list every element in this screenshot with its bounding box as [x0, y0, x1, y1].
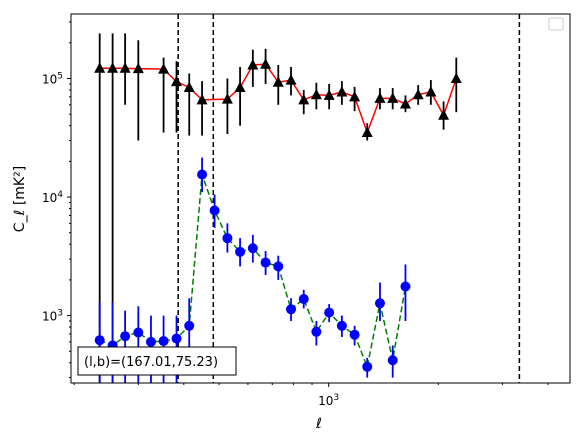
data-point — [133, 327, 144, 338]
x-axis-label: ℓ — [315, 416, 322, 432]
data-point — [324, 307, 335, 318]
data-point — [438, 109, 450, 120]
data-point — [260, 257, 271, 268]
annotation-text: (l,b)=(167.01,75.23) — [84, 355, 218, 370]
annotation-frame — [77, 346, 237, 376]
data-point — [158, 336, 169, 347]
data-point — [222, 233, 233, 244]
data-point — [94, 62, 106, 73]
data-point — [221, 93, 233, 104]
data-point — [336, 320, 347, 331]
data-point — [171, 75, 183, 87]
data-point — [336, 85, 348, 97]
data-point — [285, 74, 297, 85]
data-point — [361, 126, 373, 138]
data-point — [247, 243, 258, 254]
series-triangle — [94, 33, 462, 383]
data-point — [273, 261, 284, 272]
data-point — [311, 326, 322, 337]
data-point — [399, 97, 411, 109]
data-point — [145, 336, 156, 347]
series-layer — [94, 33, 462, 383]
data-point — [298, 93, 310, 105]
data-point — [412, 88, 424, 100]
data-point — [94, 335, 105, 346]
y-tick-label: 105 — [42, 71, 63, 86]
data-point — [260, 58, 272, 69]
data-point — [247, 58, 259, 70]
data-point — [425, 85, 437, 97]
data-point — [286, 304, 297, 315]
data-point — [310, 88, 322, 100]
data-point — [374, 92, 386, 103]
x-tick-label: 103 — [318, 393, 339, 408]
data-point — [197, 169, 208, 180]
data-point — [235, 246, 246, 257]
data-point — [349, 90, 361, 102]
series-circle — [94, 157, 411, 383]
data-point — [107, 62, 119, 73]
data-point — [323, 89, 335, 100]
data-point — [387, 92, 399, 103]
data-point — [349, 329, 360, 340]
data-point — [120, 331, 131, 342]
data-point — [450, 72, 462, 83]
data-point — [183, 81, 195, 92]
data-point — [387, 355, 398, 366]
data-point — [184, 320, 195, 331]
data-point — [272, 76, 284, 87]
annotation-box: (l,b)=(167.01,75.23) — [77, 346, 237, 376]
data-point — [374, 298, 385, 309]
data-point — [362, 361, 373, 372]
data-point — [158, 63, 170, 74]
vertical-lines — [177, 14, 521, 383]
data-point — [119, 62, 131, 73]
data-point — [132, 62, 144, 74]
data-point — [234, 81, 246, 92]
legend-box — [548, 17, 564, 31]
plot-frame — [70, 13, 571, 384]
data-point — [171, 333, 182, 344]
data-point — [298, 294, 309, 305]
y-tick-label: 104 — [42, 190, 63, 205]
data-point — [400, 281, 411, 292]
data-point — [209, 205, 220, 216]
y-axis-label: C_ℓ [mK²] — [12, 166, 28, 232]
y-tick-label: 103 — [42, 309, 63, 324]
data-point — [196, 93, 208, 105]
